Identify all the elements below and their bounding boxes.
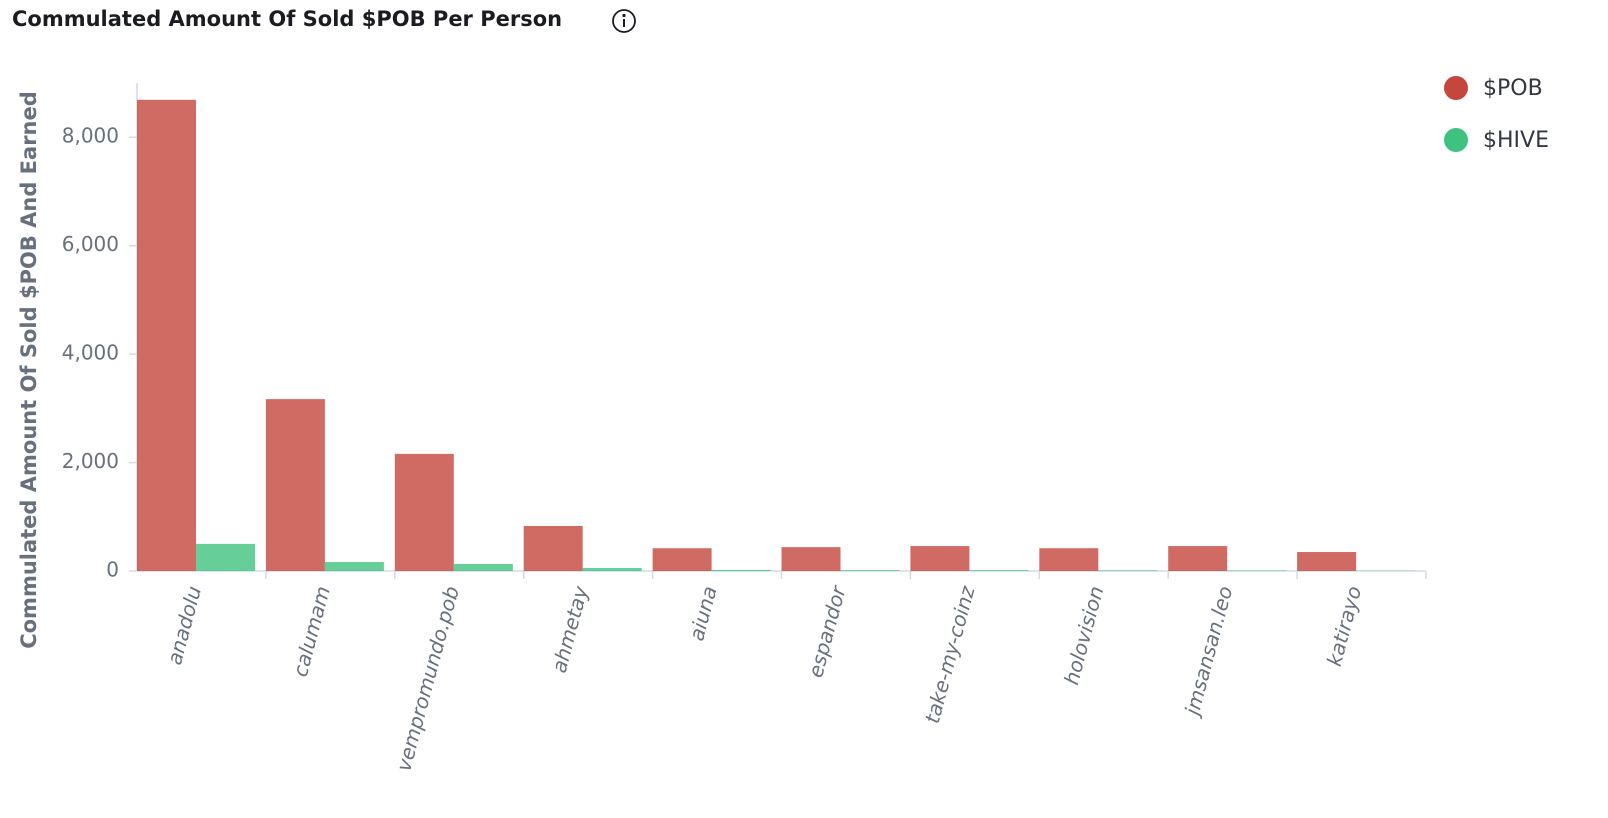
y-tick-label: 4,000: [62, 341, 119, 365]
legend-label: $HIVE: [1483, 128, 1549, 153]
legend-marker: [1444, 76, 1468, 100]
bar: [1227, 570, 1287, 571]
legend-marker: [1444, 128, 1468, 152]
chart-title: Commulated Amount Of Sold $POB Per Perso…: [12, 7, 562, 31]
x-tick-label: take-my-coinz: [920, 583, 980, 726]
x-tick-label: anadolu: [162, 584, 206, 668]
x-tick-label: jmsansan.leo: [1179, 584, 1237, 721]
y-tick-label: 2,000: [62, 449, 119, 473]
y-axis-title: Commulated Amount Of Sold $POB And Earne…: [17, 91, 41, 649]
x-tick-label: ahmetay: [547, 582, 593, 675]
info-icon[interactable]: [612, 9, 636, 33]
bar: [652, 548, 712, 571]
bar: [582, 568, 642, 571]
legend-label: $POB: [1483, 76, 1543, 101]
x-tick-label: calumam: [288, 584, 335, 680]
x-tick-label: holovision: [1059, 584, 1108, 688]
bar: [523, 525, 583, 571]
y-tick-label: 0: [106, 558, 119, 582]
bar: [453, 563, 513, 571]
bar: [324, 562, 384, 571]
x-tick-label: espandor: [803, 582, 851, 680]
bar: [265, 399, 325, 571]
x-tick-label: aiuna: [684, 584, 722, 644]
bar: [781, 547, 841, 571]
y-tick-label: 8,000: [62, 124, 119, 148]
bar: [711, 569, 771, 571]
bar: [910, 546, 970, 571]
y-tick-label: 6,000: [62, 232, 119, 256]
bar: [969, 570, 1029, 571]
bar: [1297, 552, 1357, 571]
bar: [1098, 570, 1158, 571]
x-tick-label: katirayo: [1322, 584, 1366, 669]
bar: [1168, 546, 1228, 571]
bar: [840, 570, 900, 571]
bar: [137, 99, 196, 571]
bar: [196, 543, 255, 571]
x-tick-label: vempromundo.pob: [391, 584, 463, 774]
bar: [1039, 548, 1099, 571]
bar: [394, 453, 454, 571]
